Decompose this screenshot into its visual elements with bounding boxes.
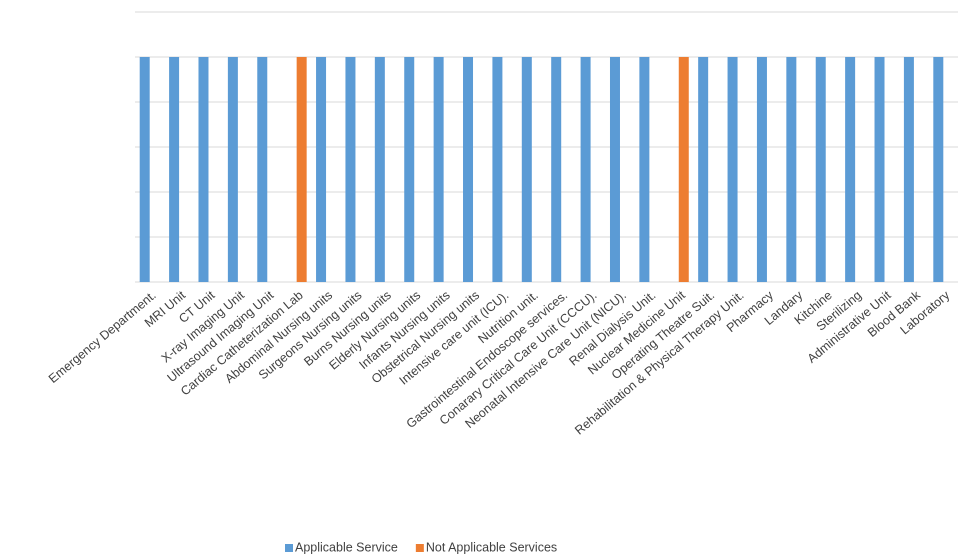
legend-swatch <box>285 544 293 552</box>
legend-label: Not Applicable Services <box>426 540 557 554</box>
legend-swatch <box>415 544 424 552</box>
bar <box>463 57 474 282</box>
bar <box>404 57 415 282</box>
bar <box>756 57 767 282</box>
bar <box>521 57 532 282</box>
bar <box>815 57 826 282</box>
bar <box>678 57 689 282</box>
bar <box>845 57 856 282</box>
bar <box>698 57 709 282</box>
bar <box>580 57 591 282</box>
bar <box>786 57 797 282</box>
bar <box>433 57 444 282</box>
bar <box>727 57 738 282</box>
bar <box>227 57 238 282</box>
bar <box>609 57 620 282</box>
bar <box>874 57 885 282</box>
bar <box>639 57 650 282</box>
bar <box>345 57 356 282</box>
bar <box>492 57 503 282</box>
bar <box>933 57 944 282</box>
bar <box>257 57 268 282</box>
bar <box>139 57 150 282</box>
bar <box>198 57 209 282</box>
bar <box>169 57 180 282</box>
bar <box>374 57 385 282</box>
x-tick-label: Emergency Department. <box>46 288 159 386</box>
legend-label: Applicable Service <box>295 540 398 554</box>
bar <box>316 57 327 282</box>
bar <box>903 57 914 282</box>
bar <box>551 57 562 282</box>
bar <box>296 57 307 282</box>
